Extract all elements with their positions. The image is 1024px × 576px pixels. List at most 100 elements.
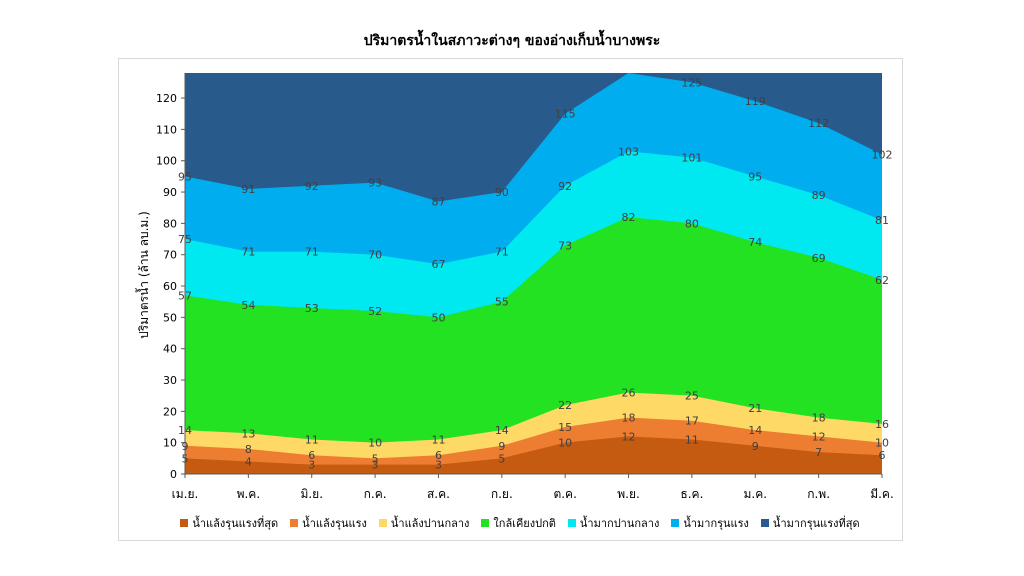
- data-label: 14: [748, 424, 762, 437]
- data-label: 25: [685, 390, 699, 403]
- legend-swatch: [567, 519, 576, 527]
- legend-item: น้ำแล้งรุนแรง: [290, 514, 367, 532]
- data-label: 75: [178, 233, 192, 246]
- data-label: 95: [178, 170, 192, 183]
- data-label: 3: [308, 459, 315, 472]
- data-label: 10: [875, 437, 889, 450]
- legend: น้ำแล้งรุนแรงที่สุด น้ำแล้งรุนแรง น้ำแล้งป…: [160, 514, 880, 532]
- legend-swatch: [671, 519, 680, 527]
- legend-label: น้ำมากรุนแรงที่สุด: [772, 517, 860, 530]
- data-label: 16: [875, 418, 889, 431]
- data-label: 7: [815, 446, 822, 459]
- data-label: 90: [495, 186, 509, 199]
- data-label: 112: [808, 117, 829, 130]
- legend-item: น้ำมากรุนแรง: [671, 514, 749, 532]
- data-label: 18: [622, 412, 636, 425]
- data-label: 14: [495, 424, 509, 437]
- data-label: 71: [241, 246, 255, 259]
- y-tick-label: 60: [163, 280, 177, 293]
- data-label: 11: [431, 434, 445, 447]
- x-tick-label: มี.ค.: [870, 487, 894, 501]
- data-label: 4: [245, 455, 252, 468]
- data-label: 5: [498, 452, 505, 465]
- legend-item: น้ำมากปานกลาง: [567, 514, 660, 532]
- legend-swatch: [481, 519, 490, 527]
- y-tick-label: 120: [156, 92, 177, 105]
- x-tick-label: ก.ค.: [364, 487, 387, 501]
- x-tick-label: ก.พ.: [807, 487, 830, 501]
- data-label: 26: [622, 387, 636, 400]
- area-layer: [185, 73, 882, 474]
- x-tick-label: ส.ค.: [427, 487, 450, 501]
- data-label: 11: [305, 434, 319, 447]
- legend-label: น้ำมากรุนแรง: [683, 517, 749, 530]
- data-label: 95: [748, 170, 762, 183]
- data-label: 3: [372, 459, 379, 472]
- y-tick-label: 70: [163, 249, 177, 262]
- x-tick-label: มิ.ย.: [300, 487, 323, 501]
- data-label: 9: [182, 440, 189, 453]
- data-label: 15: [558, 421, 572, 434]
- y-tick-label: 20: [163, 405, 177, 418]
- y-tick-label: 100: [156, 155, 177, 168]
- legend-swatch: [378, 519, 387, 527]
- data-label: 17: [685, 415, 699, 428]
- data-label: 8: [245, 443, 252, 456]
- data-label: 70: [368, 249, 382, 262]
- data-label: 14: [178, 424, 192, 437]
- data-label: 12: [622, 430, 636, 443]
- data-label: 67: [431, 258, 445, 271]
- data-label: 9: [752, 440, 759, 453]
- data-label: 81: [875, 214, 889, 227]
- data-label: 80: [685, 217, 699, 230]
- y-tick-label: 80: [163, 217, 177, 230]
- y-tick-label: 30: [163, 374, 177, 387]
- x-tick-label: ธ.ค.: [680, 487, 703, 501]
- data-label: 62: [875, 274, 889, 287]
- y-tick-label: 0: [170, 468, 177, 481]
- legend-item: ใกล้เคียงปกติ: [481, 514, 556, 532]
- data-label: 22: [558, 399, 572, 412]
- data-label: 92: [558, 180, 572, 193]
- legend-swatch: [290, 519, 299, 527]
- x-tick-label: พ.ย.: [617, 487, 640, 501]
- data-label: 74: [748, 236, 762, 249]
- x-tick-label: เม.ย.: [172, 487, 199, 501]
- data-label: 71: [495, 246, 509, 259]
- y-tick-label: 90: [163, 186, 177, 199]
- data-label: 115: [555, 108, 576, 121]
- data-label: 13: [241, 427, 255, 440]
- chart-frame: [118, 58, 903, 541]
- data-label: 3: [435, 459, 442, 472]
- legend-swatch: [180, 519, 189, 527]
- chart-title: ปริมาตรน้ำในสภาวะต่างๆ ของอ่างเก็บน้ำบาง…: [363, 33, 661, 49]
- data-label: 53: [305, 302, 319, 315]
- x-tick-label: ก.ย.: [491, 487, 513, 501]
- data-label: 12: [812, 430, 826, 443]
- data-label: 18: [812, 412, 826, 425]
- data-label: 52: [368, 305, 382, 318]
- area-series-1: [185, 436, 882, 474]
- data-label: 102: [872, 148, 893, 161]
- y-tick-label: 110: [156, 123, 177, 136]
- data-label: 91: [241, 183, 255, 196]
- data-label: 54: [241, 299, 255, 312]
- legend-item: น้ำแล้งปานกลาง: [378, 514, 470, 532]
- data-label: 71: [305, 246, 319, 259]
- legend-label: น้ำแล้งปานกลาง: [390, 517, 470, 530]
- data-label: 125: [681, 76, 702, 89]
- data-label: 10: [558, 437, 572, 450]
- data-label: 21: [748, 402, 762, 415]
- data-label: 9: [498, 440, 505, 453]
- legend-label: น้ำแล้งรุนแรงที่สุด: [192, 517, 279, 530]
- legend-swatch: [760, 519, 769, 527]
- data-label: 6: [308, 449, 315, 462]
- data-label: 92: [305, 180, 319, 193]
- x-tick-label: ม.ค.: [743, 487, 767, 501]
- data-label: 11: [685, 434, 699, 447]
- legend-label: น้ำมากปานกลาง: [579, 517, 660, 530]
- legend-item: น้ำมากรุนแรงที่สุด: [760, 514, 860, 532]
- x-tick-label: ต.ค.: [553, 487, 576, 501]
